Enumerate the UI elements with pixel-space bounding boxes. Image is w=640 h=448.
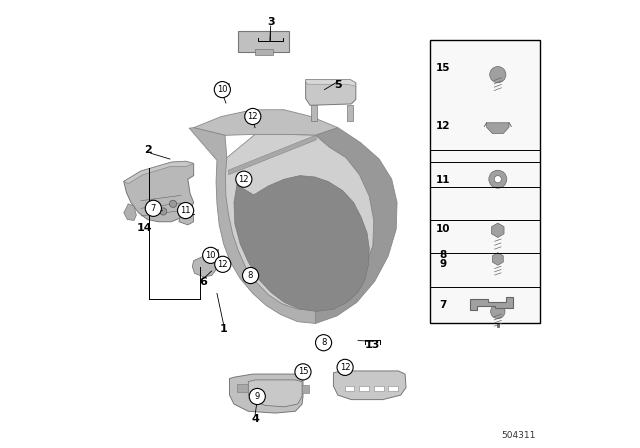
Circle shape xyxy=(244,108,261,125)
Polygon shape xyxy=(338,364,351,370)
FancyBboxPatch shape xyxy=(217,83,228,91)
Bar xyxy=(360,386,369,391)
Text: 8: 8 xyxy=(248,271,253,280)
Circle shape xyxy=(203,247,219,263)
Polygon shape xyxy=(333,371,406,400)
Text: 5: 5 xyxy=(334,80,342,90)
Polygon shape xyxy=(470,297,513,310)
Circle shape xyxy=(490,67,506,83)
Text: 9: 9 xyxy=(255,392,260,401)
Polygon shape xyxy=(347,105,353,121)
Text: 12: 12 xyxy=(340,363,350,372)
Polygon shape xyxy=(192,254,216,277)
Circle shape xyxy=(177,202,194,219)
Circle shape xyxy=(494,176,501,183)
Circle shape xyxy=(236,171,252,187)
Circle shape xyxy=(295,364,311,380)
Text: 8: 8 xyxy=(321,338,326,347)
Bar xyxy=(374,386,383,391)
Polygon shape xyxy=(306,80,356,105)
Polygon shape xyxy=(189,128,316,323)
Bar xyxy=(255,49,273,55)
Polygon shape xyxy=(179,213,194,225)
Polygon shape xyxy=(316,128,397,323)
Polygon shape xyxy=(194,110,338,135)
Polygon shape xyxy=(230,374,303,413)
Text: 11: 11 xyxy=(180,206,191,215)
Circle shape xyxy=(145,200,161,216)
Circle shape xyxy=(337,359,353,375)
Circle shape xyxy=(159,208,167,215)
Polygon shape xyxy=(124,204,136,220)
Circle shape xyxy=(215,256,231,272)
Bar xyxy=(345,386,355,391)
Text: 10: 10 xyxy=(217,85,228,94)
Polygon shape xyxy=(486,123,509,134)
Text: 4: 4 xyxy=(251,414,259,424)
Circle shape xyxy=(249,388,266,405)
Polygon shape xyxy=(311,105,317,121)
Text: 12: 12 xyxy=(248,112,258,121)
Text: 3: 3 xyxy=(267,17,275,27)
Polygon shape xyxy=(228,135,316,175)
Circle shape xyxy=(170,200,177,207)
Bar xyxy=(430,40,540,323)
Text: 7: 7 xyxy=(150,204,156,213)
Polygon shape xyxy=(225,134,374,309)
Text: 15: 15 xyxy=(436,63,450,73)
Text: 14: 14 xyxy=(136,224,152,233)
Text: 12: 12 xyxy=(239,175,249,184)
Text: 10: 10 xyxy=(436,224,450,234)
Polygon shape xyxy=(306,80,356,86)
Circle shape xyxy=(316,335,332,351)
FancyBboxPatch shape xyxy=(206,249,218,257)
Polygon shape xyxy=(248,380,302,407)
Text: 13: 13 xyxy=(365,340,381,350)
Text: 1: 1 xyxy=(220,324,228,334)
Circle shape xyxy=(489,170,507,188)
Bar xyxy=(388,386,398,391)
Text: 10: 10 xyxy=(205,251,216,260)
Text: 7: 7 xyxy=(439,300,447,310)
Text: 504311: 504311 xyxy=(502,431,536,440)
FancyBboxPatch shape xyxy=(238,31,289,52)
Text: 2: 2 xyxy=(143,145,152,155)
Polygon shape xyxy=(124,161,194,222)
Text: 6: 6 xyxy=(200,277,207,287)
Text: 8: 8 xyxy=(439,250,447,260)
Circle shape xyxy=(491,304,505,319)
Text: 12: 12 xyxy=(218,260,228,269)
Circle shape xyxy=(243,267,259,284)
Text: 11: 11 xyxy=(436,175,450,185)
Bar xyxy=(237,384,257,392)
Text: 12: 12 xyxy=(436,121,450,131)
Text: 9: 9 xyxy=(440,259,447,269)
Text: 15: 15 xyxy=(298,367,308,376)
Polygon shape xyxy=(124,161,194,184)
Polygon shape xyxy=(234,176,369,311)
Circle shape xyxy=(214,82,230,98)
Bar xyxy=(289,385,308,393)
